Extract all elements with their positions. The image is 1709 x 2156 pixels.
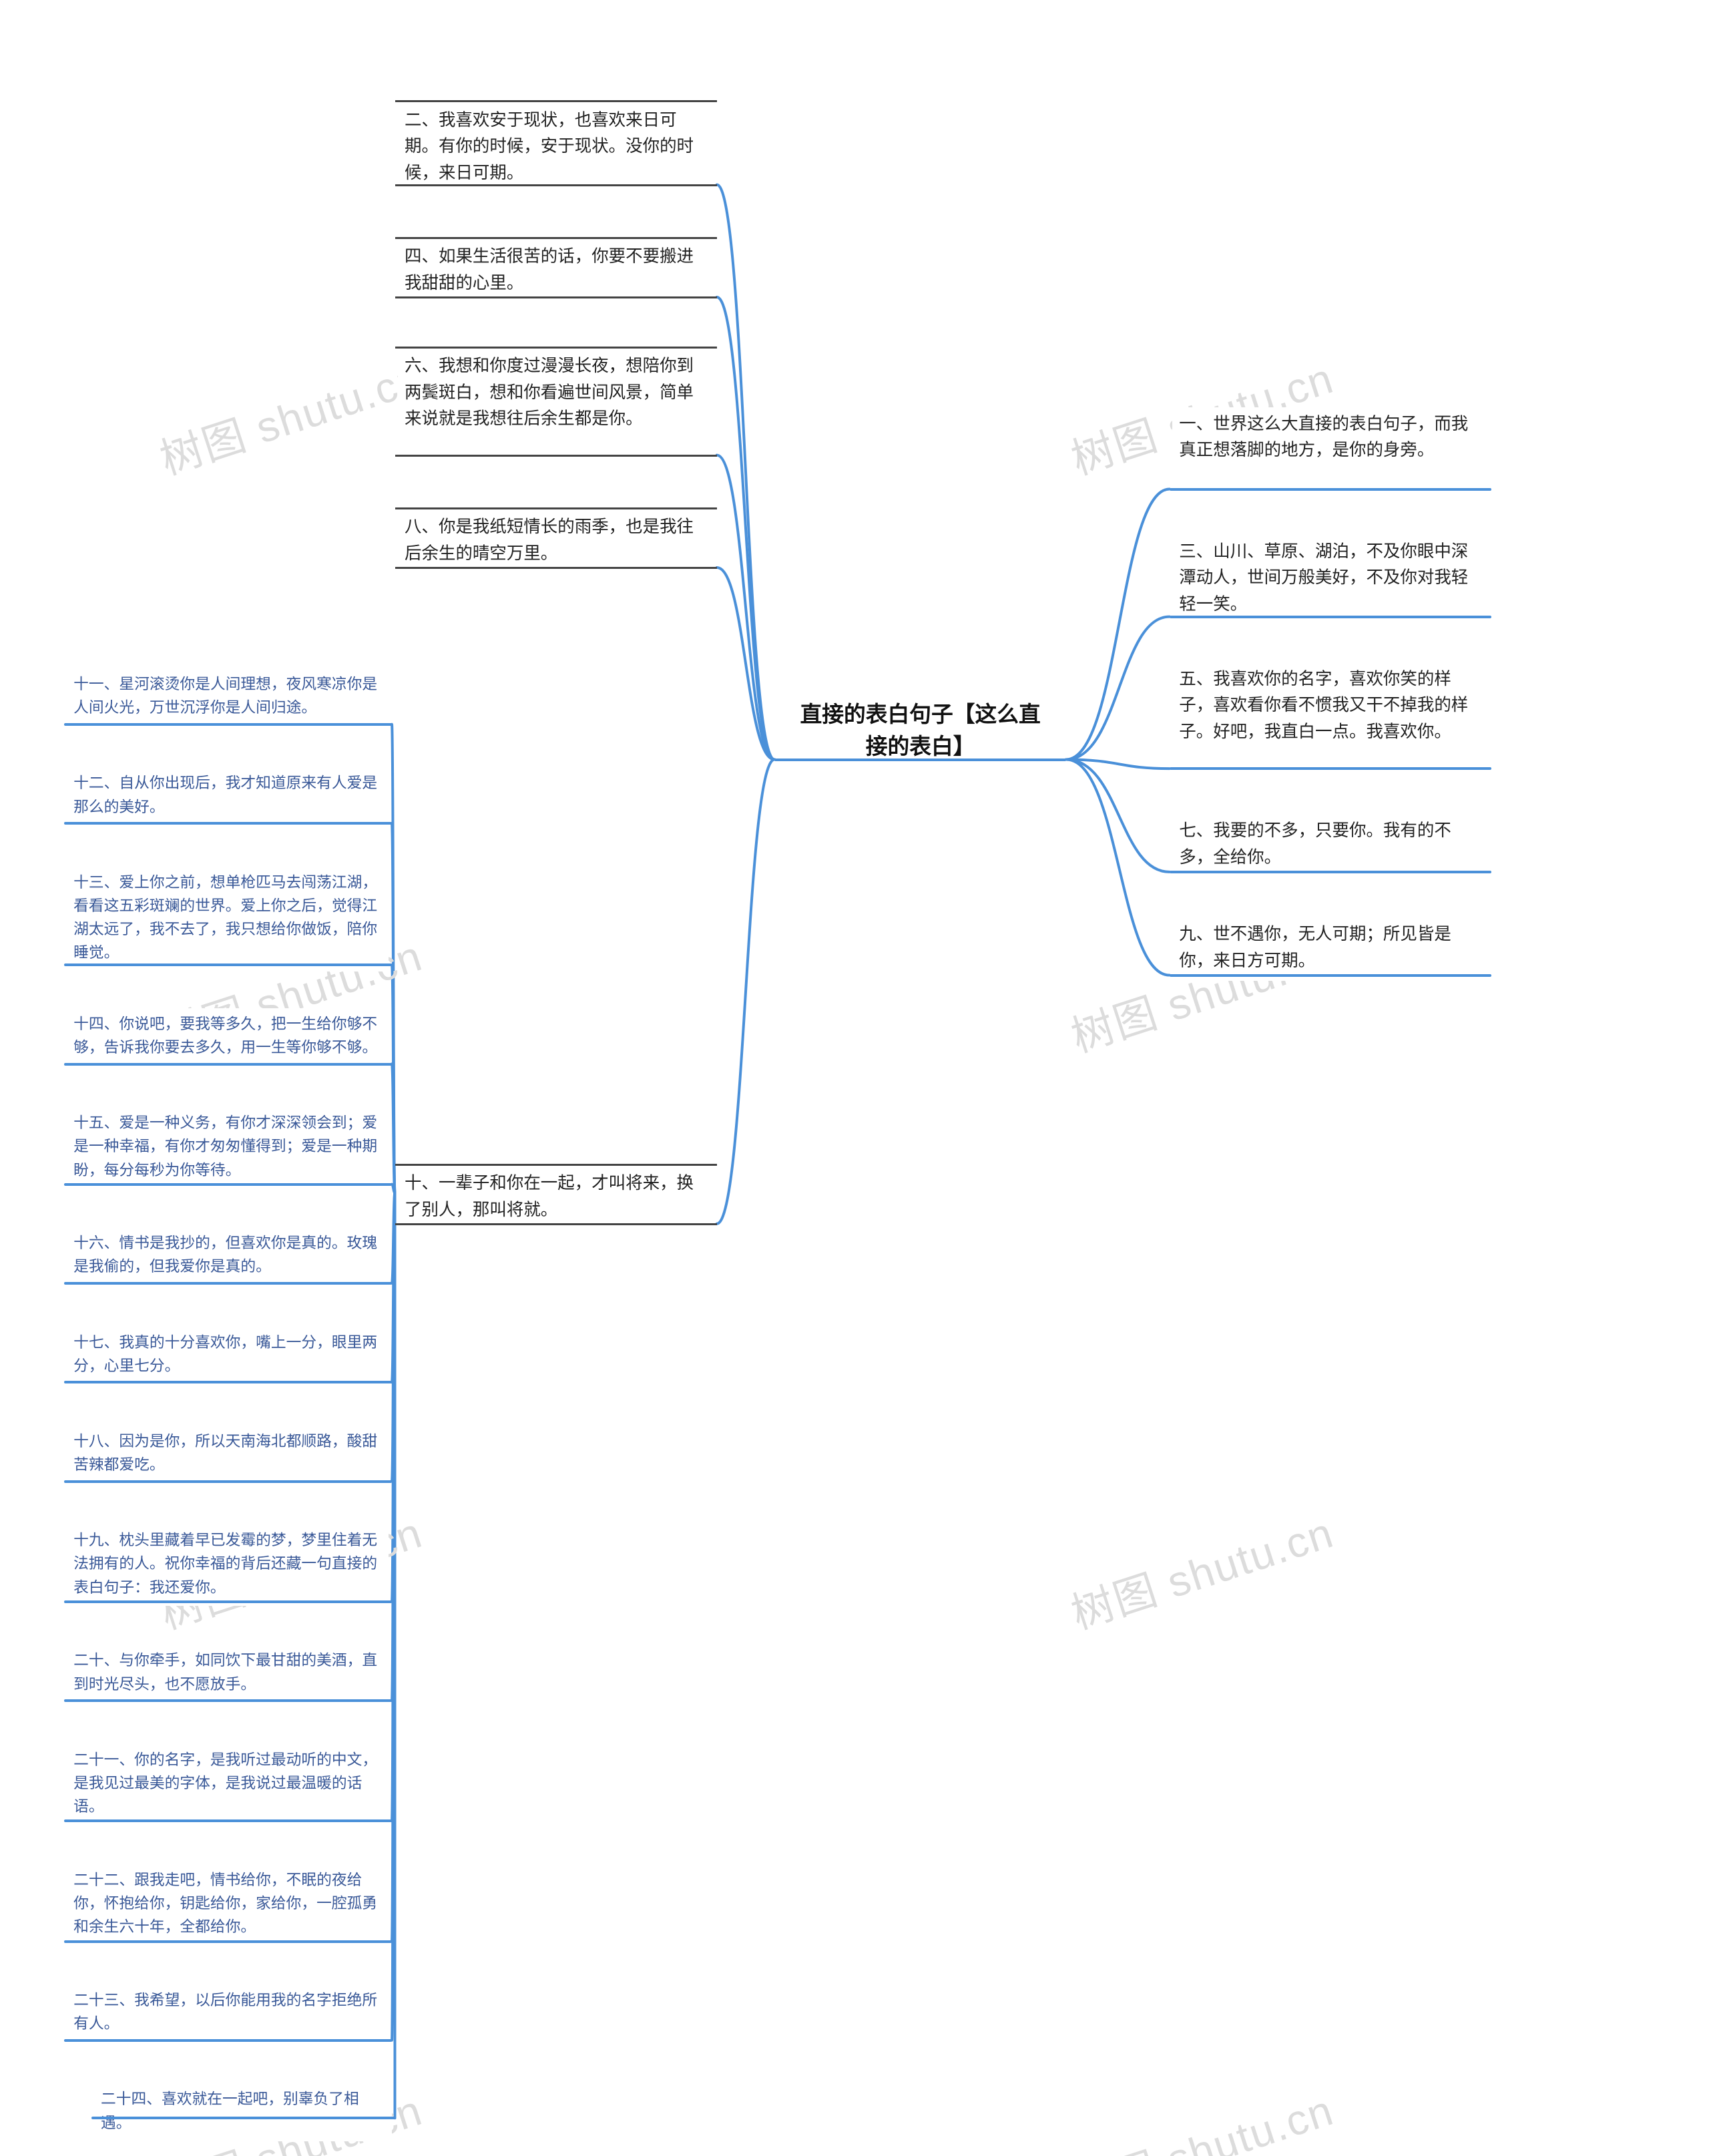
left2-node-l13: 十三、爱上你之前，想单枪匹马去闯荡江湖，看看这五彩斑斓的世界。爱上你之后，觉得江… (67, 867, 389, 972)
left2-node-l15: 十五、爱是一种义务，有你才深深领会到；爱是一种幸福，有你才匆匆懂得到；爱是一种期… (67, 1107, 389, 1189)
right-node-r3: 三、山川、草原、湖泊，不及你眼中深潭动人，世间万般美好，不及你对我轻轻一笑。 (1172, 535, 1488, 625)
left2-underline-l17 (64, 1381, 392, 1383)
left2-node-l16: 十六、情书是我抄的，但喜欢你是真的。玫瑰是我偷的，但我爱你是真的。 (67, 1227, 389, 1285)
left2-node-l19: 十九、枕头里藏着早已发霉的梦，梦里住着无法拥有的人。祝你幸福的背后还藏一句直接的… (67, 1524, 389, 1606)
left2-underline-l24 (91, 2117, 395, 2119)
left1-botline-l6 (395, 455, 717, 457)
left2-node-l12: 十二、自从你出现后，我才知道原来有人爱是那么的美好。 (67, 767, 389, 825)
left2-node-l23: 二十三、我希望，以后你能用我的名字拒绝所有人。 (67, 1984, 389, 2042)
right-underline-r5 (1170, 767, 1491, 770)
left2-node-l20: 二十、与你牵手，如同饮下最甘甜的美酒，直到时光尽头，也不愿放手。 (67, 1645, 389, 1703)
watermark: 树图 shutu.cn (1062, 2076, 1340, 2156)
right-underline-r9 (1170, 974, 1491, 977)
right-underline-r7 (1170, 871, 1491, 873)
left1-node-l4: 四、如果生活很苦的话，你要不要搬进我甜甜的心里。 (398, 240, 714, 303)
right-underline-r1 (1170, 488, 1491, 491)
left1-node-l6: 六、我想和你度过漫漫长夜，想陪你到两鬓斑白，想和你看遍世间风景，简单来说就是我想… (398, 349, 714, 439)
left2-underline-l12 (64, 822, 392, 825)
right-node-r9: 九、世不遇你，无人可期；所见皆是你，来日方可期。 (1172, 917, 1488, 981)
left2-node-l14: 十四、你说吧，要我等多久，把一生给你够不够，告诉我你要去多久，用一生等你够不够。 (67, 1008, 389, 1066)
right-node-r1: 一、世界这么大直接的表白句子，而我真正想落脚的地方，是你的身旁。 (1172, 407, 1488, 471)
left2-underline-l14 (64, 1063, 392, 1066)
left2-underline-l21 (64, 1819, 392, 1822)
left2-node-l11: 十一、星河滚烫你是人间理想，夜风寒凉你是人间火光，万世沉浮你是人间归途。 (67, 668, 389, 726)
left2-node-l22: 二十二、跟我走吧，情书给你，不眠的夜给你，怀抱给你，钥匙给你，家给你，一腔孤勇和… (67, 1864, 389, 1946)
mindmap-canvas: 树图 shutu.cn树图 shutu.cn树图 shutu.cn树图 shut… (0, 0, 1709, 2156)
center-underline-top (774, 759, 1066, 761)
left1-topline-l2 (395, 100, 717, 102)
left1-topline-l6 (395, 347, 717, 349)
left1-node-l2: 二、我喜欢安于现状，也喜欢来日可期。有你的时候，安于现状。没你的时候，来日可期。 (398, 103, 714, 194)
left1-botline-l10 (395, 1223, 717, 1225)
watermark: 树图 shutu.cn (151, 344, 429, 487)
left1-topline-l8 (395, 507, 717, 509)
left2-node-l17: 十七、我真的十分喜欢你，嘴上一分，眼里两分，心里七分。 (67, 1327, 389, 1385)
left1-topline-l4 (395, 237, 717, 239)
left1-topline-l10 (395, 1164, 717, 1166)
left2-underline-l13 (64, 963, 392, 966)
left2-underline-l23 (64, 2039, 392, 2042)
left1-node-l10: 十、一辈子和你在一起，才叫将来，换了别人，那叫将就。 (398, 1166, 714, 1230)
right-node-r5: 五、我喜欢你的名字，喜欢你笑的样子，喜欢看你看不惯我又干不掉我的样子。好吧，我直… (1172, 662, 1488, 752)
left2-underline-l22 (64, 1940, 392, 1943)
left2-node-l24: 二十四、喜欢就在一起吧，别辜负了相遇。 (94, 2083, 392, 2141)
left2-underline-l19 (64, 1600, 392, 1603)
left1-node-l8: 八、你是我纸短情长的雨季，也是我往后余生的晴空万里。 (398, 510, 714, 574)
left2-node-l18: 十八、因为是你，所以天南海北都顺路，酸甜苦辣都爱吃。 (67, 1426, 389, 1484)
left2-underline-l20 (64, 1699, 392, 1702)
left1-botline-l2 (395, 184, 717, 186)
left2-node-l21: 二十一、你的名字，是我听过最动听的中文，是我见过最美的字体，是我说过最温暖的话语… (67, 1744, 389, 1825)
left2-underline-l18 (64, 1480, 392, 1483)
left2-underline-l15 (64, 1183, 392, 1186)
left1-botline-l4 (395, 296, 717, 298)
right-node-r7: 七、我要的不多，只要你。我有的不多，全给你。 (1172, 814, 1488, 877)
left2-underline-l11 (64, 723, 392, 726)
left1-botline-l8 (395, 567, 717, 569)
connectors-svg (0, 0, 1709, 2156)
left2-underline-l16 (64, 1282, 392, 1285)
watermark: 树图 shutu.cn (1062, 1498, 1340, 1641)
right-underline-r3 (1170, 616, 1491, 618)
